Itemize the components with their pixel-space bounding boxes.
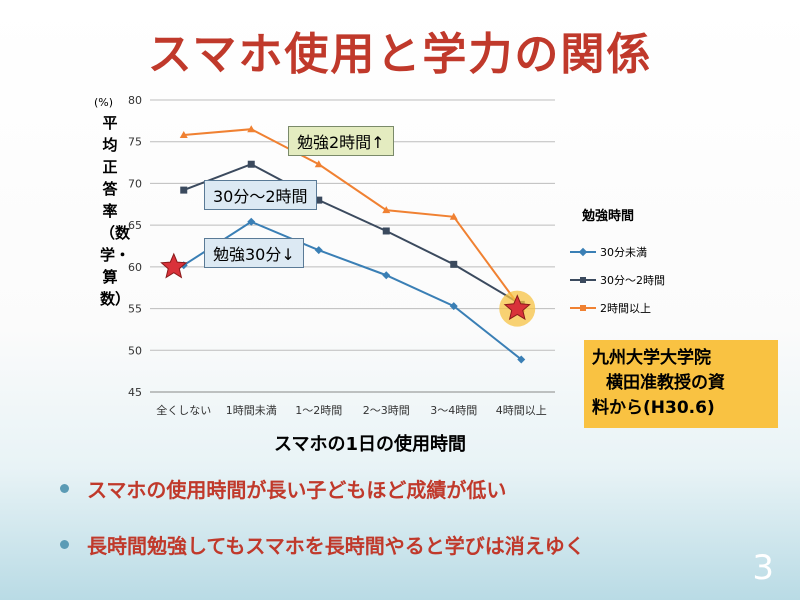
data-point: [450, 260, 458, 268]
y-tick-label: 65: [128, 219, 142, 232]
bullet-item: スマホの使用時間が長い子どもほど成績が低い: [60, 474, 506, 503]
x-tick-label: 1～2時間: [295, 404, 342, 417]
data-point: [382, 206, 391, 214]
bullet-dot-icon: [60, 540, 69, 549]
callout-study-under-30m: 勉強30分↓: [204, 238, 304, 268]
y-tick-label: 55: [128, 303, 142, 316]
data-point: [314, 246, 323, 255]
x-tick-label: 全くしない: [156, 403, 211, 417]
data-point: [179, 131, 188, 139]
source-line: 横田准教授の資: [606, 373, 725, 393]
legend-item: 30分未満: [570, 238, 720, 266]
slide-title: スマホ使用と学力の関係: [147, 29, 653, 80]
source-line: 料から(H30.6): [592, 398, 715, 418]
y-tick-label: 75: [128, 136, 142, 149]
data-point: [180, 186, 188, 194]
bullet-item: 長時間勉強してもスマホを長時間やると学びは消えゆく: [60, 530, 585, 559]
y-tick-label: 45: [128, 386, 142, 399]
data-point: [382, 227, 390, 235]
series-line: [183, 163, 522, 306]
x-tick-label: 4時間以上: [496, 404, 547, 417]
callout-study-2h-plus: 勉強2時間↑: [288, 126, 394, 156]
data-point: [314, 160, 323, 168]
data-point: [247, 160, 255, 168]
legend-label: 30分～2時間: [600, 274, 665, 287]
series-line: [183, 220, 522, 361]
legend-item: 30分～2時間: [570, 266, 720, 294]
y-tick-label: 80: [128, 94, 142, 107]
data-point: [449, 212, 458, 220]
bullet-dot-icon: [60, 484, 69, 493]
x-tick-label: 1時間未満: [226, 404, 277, 417]
legend-item: 2時間以上: [570, 294, 720, 322]
callout-study-30m-2h: 30分～2時間: [204, 180, 317, 210]
y-tick-label: 50: [128, 344, 142, 357]
data-point: [449, 302, 458, 311]
star-marker-icon: [503, 294, 531, 321]
bullet-text: スマホの使用時間が長い子どもほど成績が低い: [87, 478, 507, 502]
chart-legend: 勉強時間 30分未満 30分～2時間 2時間以上: [570, 205, 720, 322]
x-axis-label: スマホの1日の使用時間: [274, 434, 466, 455]
source-line: 九州大学大学院: [592, 348, 711, 368]
data-point: [247, 217, 256, 226]
legend-title: 勉強時間: [582, 209, 635, 224]
x-tick-label: 2～3時間: [363, 404, 410, 417]
y-unit-label: (%): [94, 96, 114, 109]
y-tick-label: 60: [128, 261, 142, 274]
data-point: [247, 125, 256, 133]
data-point: [382, 271, 391, 280]
star-marker-icon: [160, 252, 188, 279]
y-tick-label: 70: [128, 177, 142, 190]
bullet-text: 長時間勉強してもスマホを長時間やると学びは消えゆく: [87, 534, 585, 558]
legend-label: 30分未満: [600, 246, 647, 259]
legend-label: 2時間以上: [600, 302, 651, 315]
data-point: [315, 196, 323, 204]
page-number: 3: [752, 548, 774, 588]
x-tick-label: 3～4時間: [430, 404, 477, 417]
source-note: 九州大学大学院 横田准教授の資 料から(H30.6): [584, 340, 778, 428]
data-point: [517, 355, 526, 364]
series-line: [183, 128, 523, 310]
